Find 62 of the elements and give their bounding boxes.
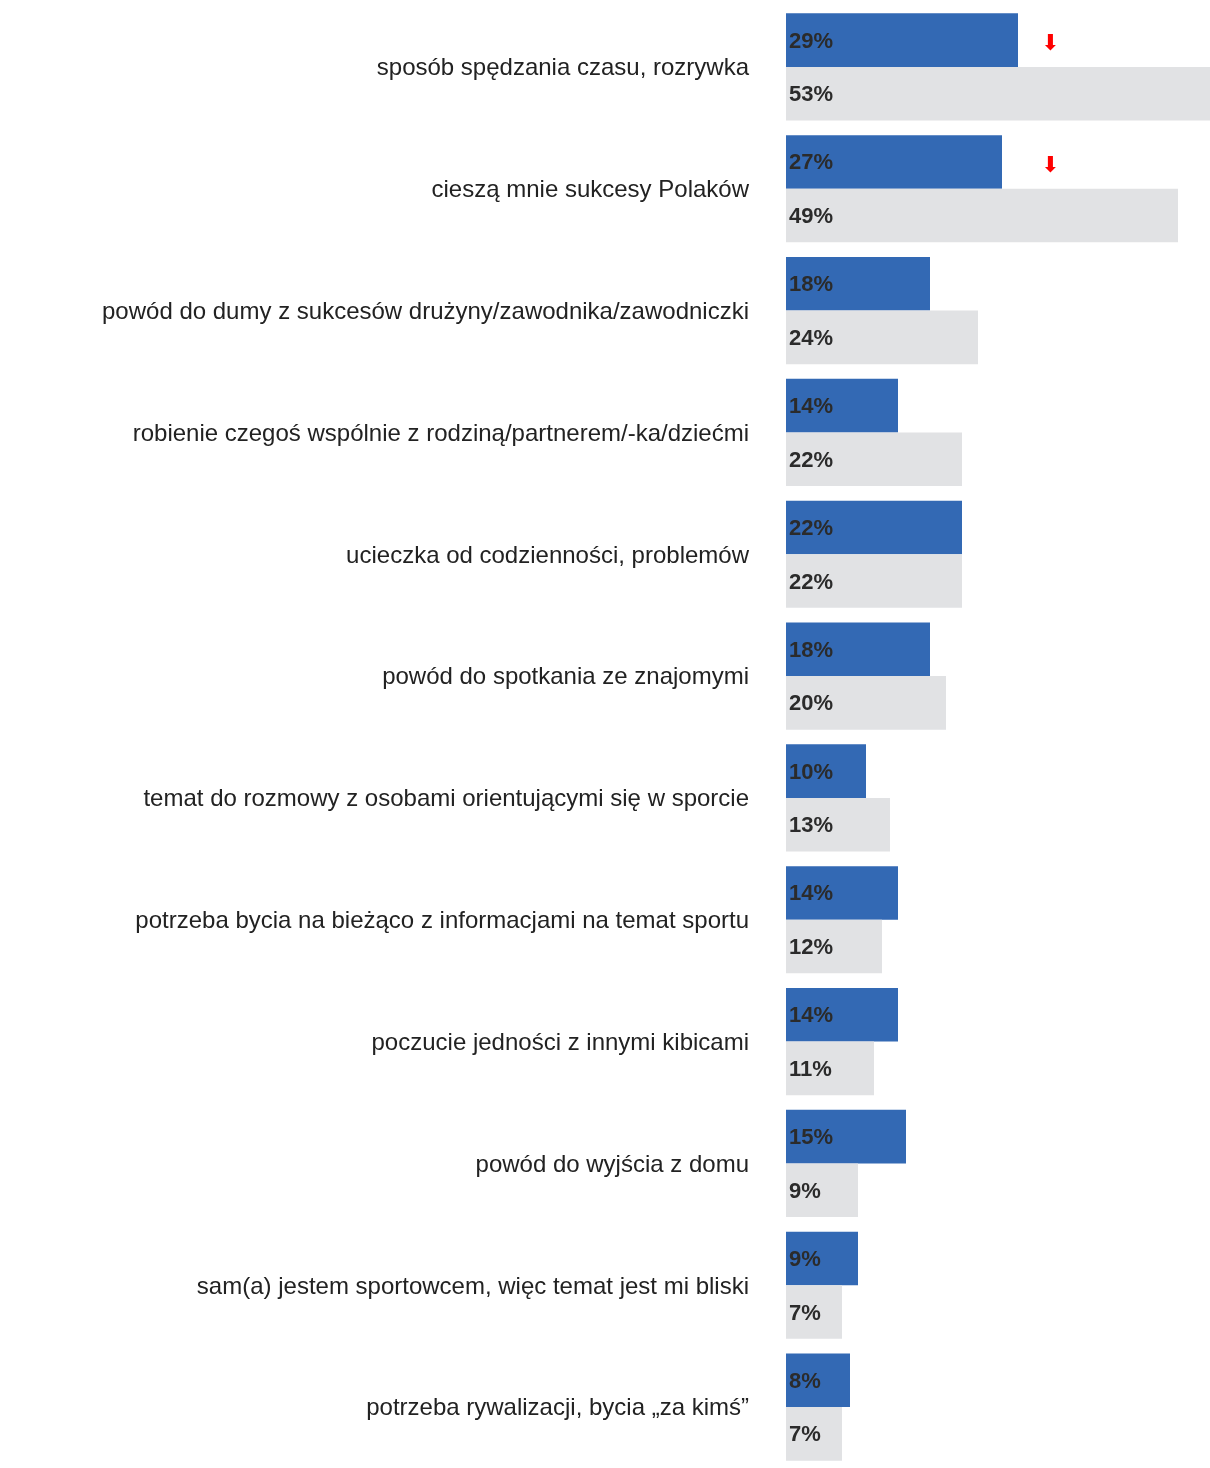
data-label: 9% <box>789 1177 821 1203</box>
bar <box>786 866 898 920</box>
bar <box>786 1109 906 1164</box>
data-label: 11% <box>789 1055 832 1081</box>
data-label: 20% <box>789 690 834 716</box>
y-tick-label: powód do spotkania ze znajomymi <box>382 662 749 690</box>
data-label: 14% <box>789 1002 834 1028</box>
data-label: 22% <box>789 446 834 472</box>
bar <box>786 1407 842 1461</box>
bar <box>786 1041 874 1096</box>
data-label: 9% <box>789 1245 821 1271</box>
bar <box>786 744 866 798</box>
data-label: 24% <box>789 324 834 350</box>
y-tick-label: temat do rozmowy z osobami orientującymi się w sporcie <box>143 784 749 812</box>
data-label: 49% <box>789 203 834 229</box>
bar <box>786 66 1210 121</box>
y-tick-label: powód do wyjścia z domu <box>475 1149 749 1177</box>
y-tick-label: potrzeba rywalizacji, bycia „za kimś” <box>366 1393 749 1421</box>
bar <box>786 188 1178 243</box>
bar <box>786 1285 842 1339</box>
data-label: 14% <box>789 393 834 419</box>
y-tick-label: poczucie jedności z innymi kibicami <box>371 1027 749 1055</box>
bar <box>786 622 930 677</box>
bar <box>786 500 962 555</box>
y-tick-label: sam(a) jestem sportowcem, więc temat jest mi bliski <box>196 1271 749 1299</box>
data-label: 12% <box>789 934 834 960</box>
data-label: 18% <box>789 271 834 297</box>
data-label: 13% <box>789 812 834 838</box>
data-label: 18% <box>789 636 834 662</box>
data-label: 7% <box>789 1421 821 1447</box>
bar <box>786 378 898 433</box>
bar <box>786 13 1018 67</box>
y-tick-label: cieszą mnie sukcesy Polaków <box>431 175 750 203</box>
data-label: 22% <box>789 514 834 540</box>
bar <box>786 256 930 311</box>
y-tick-label: sposób spędzania czasu, rozrywka <box>376 53 750 81</box>
y-tick-label: powód do dumy z sukcesów drużyny/zawodnika/zawodniczki <box>102 296 749 324</box>
data-label: 7% <box>789 1299 821 1325</box>
data-label: 53% <box>789 81 834 107</box>
bar <box>786 987 898 1042</box>
bar <box>786 554 962 608</box>
data-label: 22% <box>789 568 834 594</box>
bar <box>786 676 946 730</box>
bar <box>786 1231 858 1286</box>
bar <box>786 432 962 487</box>
data-label: 27% <box>789 149 834 175</box>
bar <box>786 919 882 974</box>
annotation: ⬇ <box>1041 152 1060 177</box>
bar <box>786 797 890 852</box>
data-label: 29% <box>789 27 834 53</box>
data-label: 10% <box>789 758 834 784</box>
data-label: 15% <box>789 1124 834 1150</box>
y-tick-label: robienie czegoś wspólnie z rodziną/partnerem/-ka/dziećmi <box>132 418 749 446</box>
bar <box>786 1163 858 1218</box>
annotation: ⬇ <box>1041 30 1060 55</box>
bar <box>786 135 1002 189</box>
bar <box>786 1353 850 1408</box>
y-tick-label: potrzeba bycia na bieżąco z informacjami na temat sportu <box>135 906 749 934</box>
data-label: 14% <box>789 880 834 906</box>
bar <box>786 310 978 365</box>
y-tick-label: ucieczka od codzienności, problemów <box>346 540 750 568</box>
data-label: 8% <box>789 1367 821 1393</box>
